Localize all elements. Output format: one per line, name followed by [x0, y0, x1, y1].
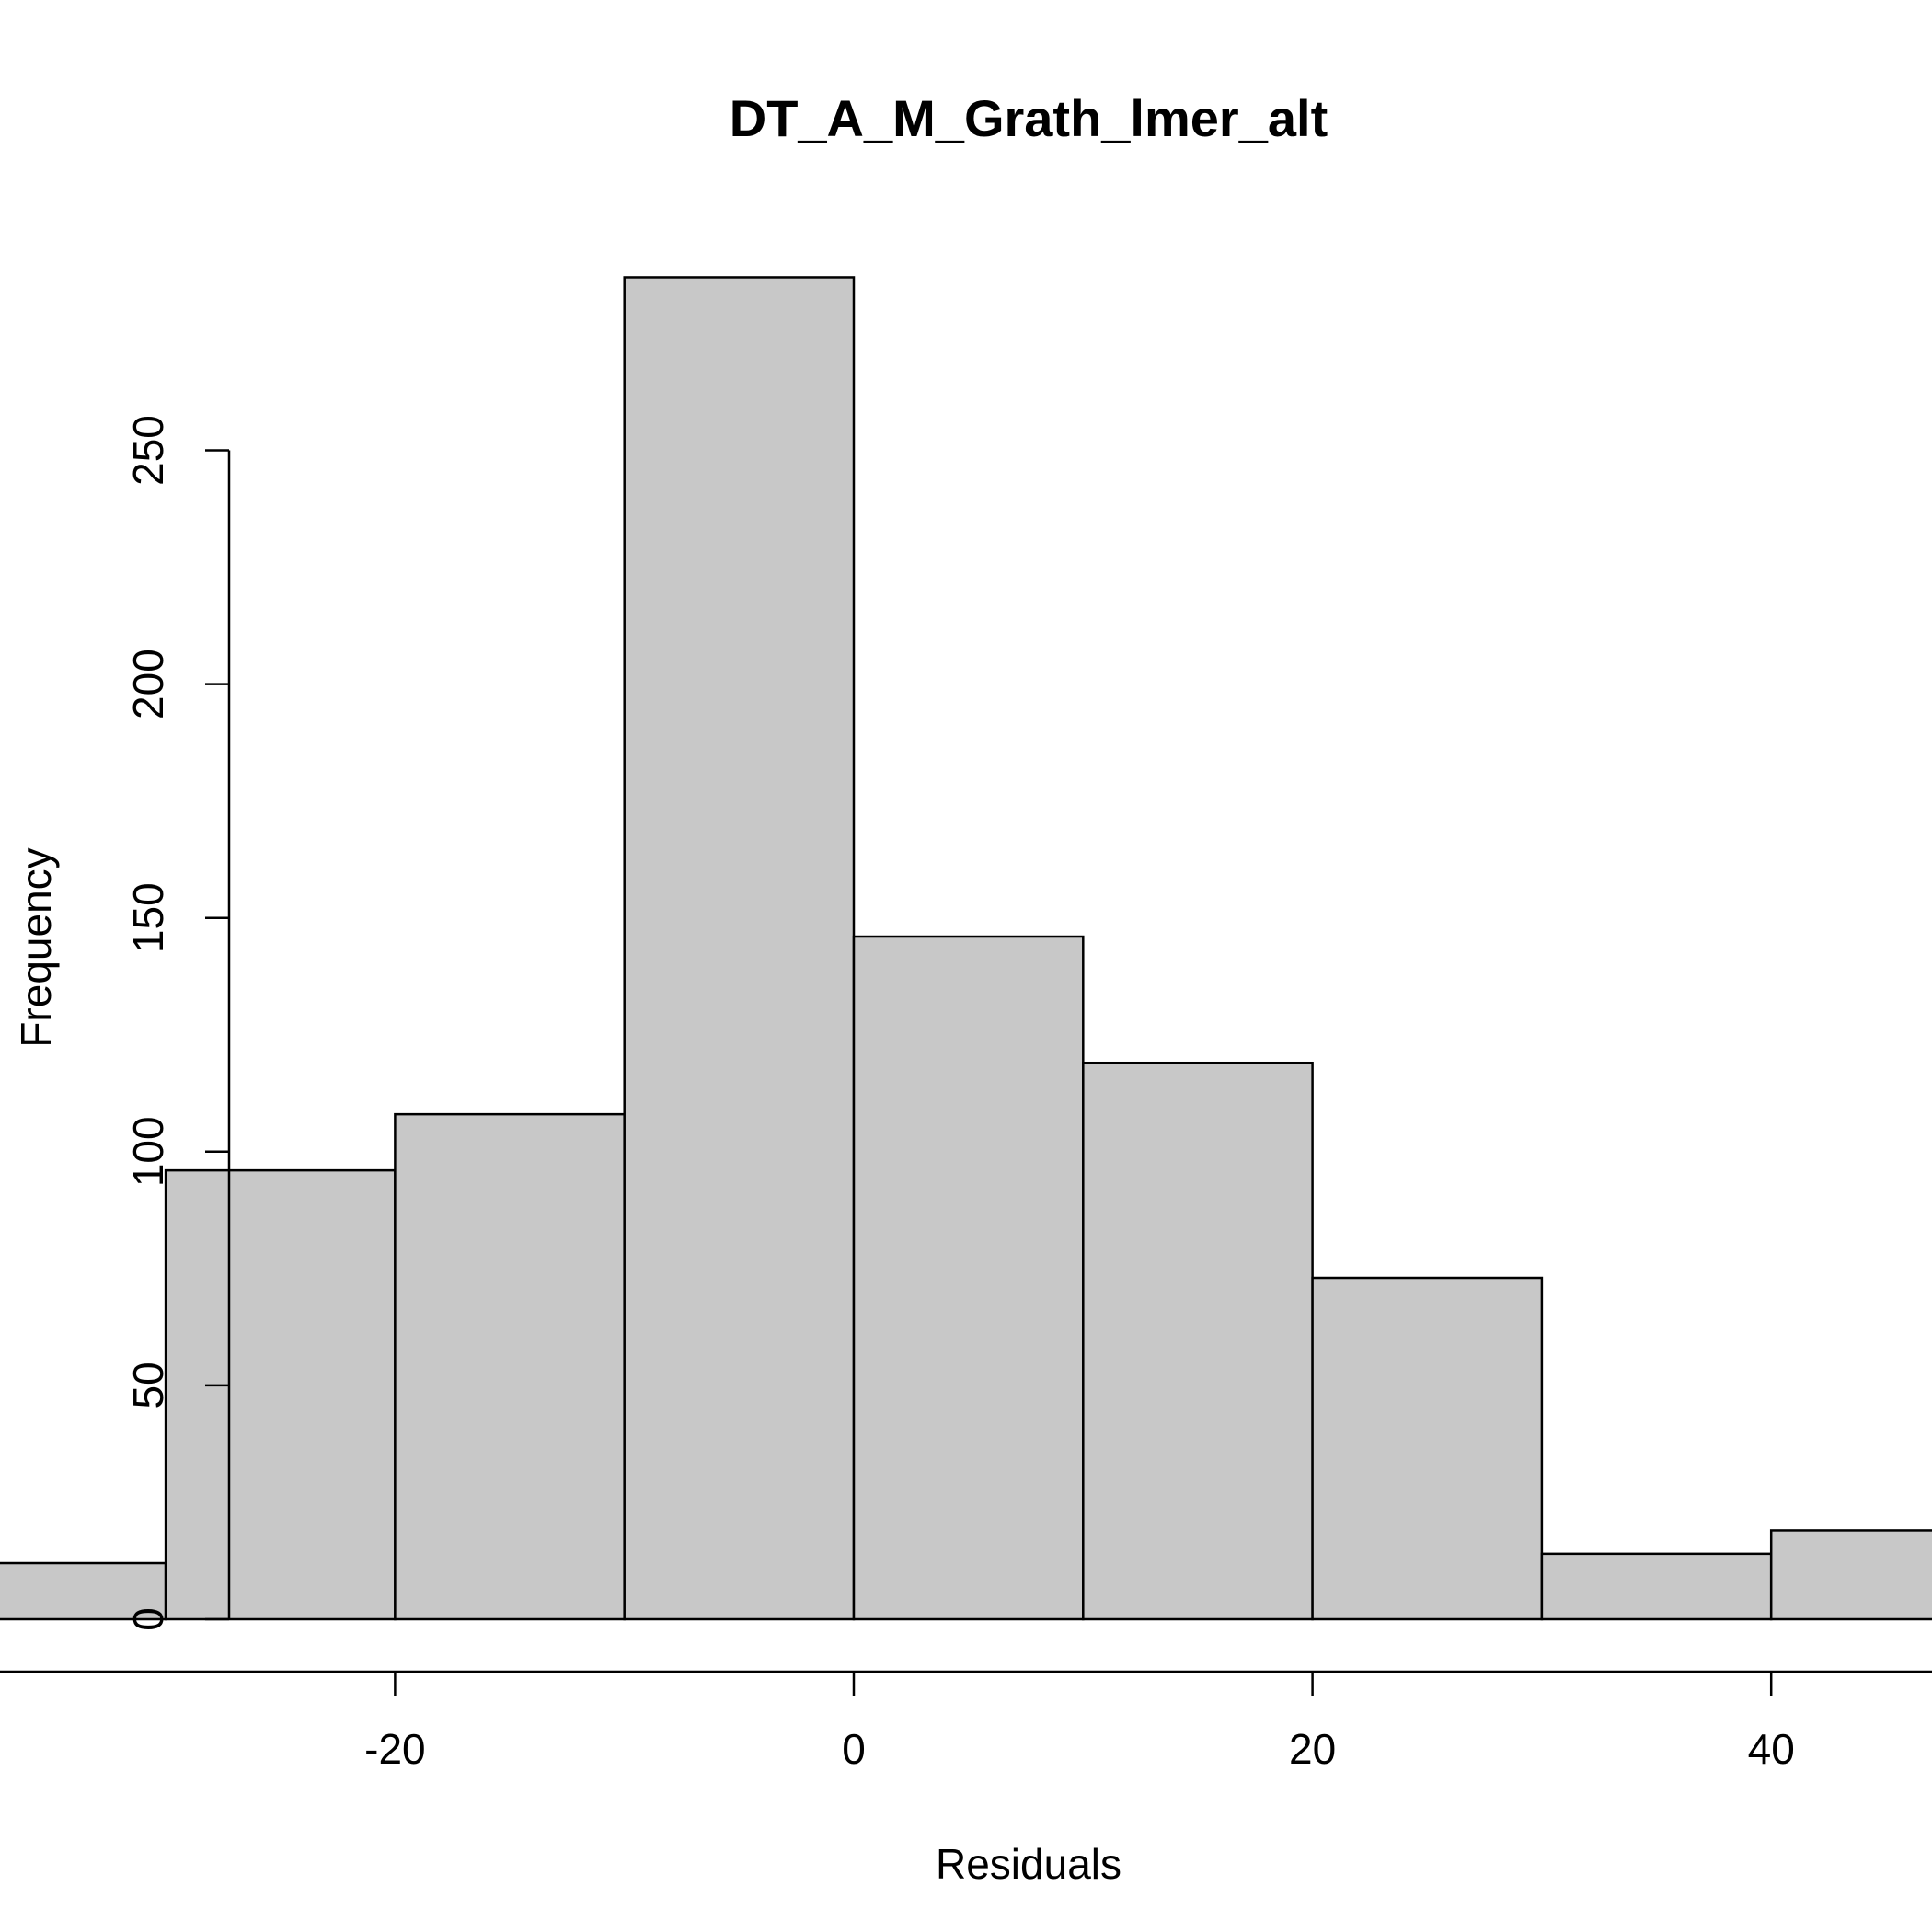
x-tick-label: 40 — [1748, 1725, 1795, 1773]
histogram-bar-5 — [852, 935, 1085, 1621]
histogram-bar-8 — [1540, 1552, 1773, 1621]
y-tick-label: 0 — [124, 1607, 172, 1631]
x-axis: -40-20020406080 — [0, 1670, 1932, 1773]
x-tick-label: -20 — [364, 1725, 425, 1773]
x-tick-label: 0 — [842, 1725, 866, 1773]
y-tick-label: 150 — [124, 882, 172, 953]
histogram-bar-7 — [1311, 1276, 1544, 1621]
histogram-bar-3 — [394, 1112, 626, 1621]
bars-group — [0, 276, 1932, 1621]
chart-title: DT_A_M_Grath_lmer_alt — [730, 89, 1328, 147]
histogram-bar-2 — [164, 1168, 397, 1621]
histogram-bar-4 — [623, 276, 856, 1621]
x-axis-label: Residuals — [936, 1840, 1121, 1888]
y-axis-label: Frequency — [12, 847, 60, 1047]
histogram-bar-9 — [1769, 1529, 1932, 1621]
y-tick-label: 250 — [124, 415, 172, 486]
x-tick-label: 20 — [1289, 1725, 1336, 1773]
y-tick-label: 100 — [124, 1116, 172, 1187]
y-tick-label: 50 — [124, 1362, 172, 1409]
histogram-bar-6 — [1082, 1061, 1314, 1621]
y-axis: 0 50 100 150 200 250 — [124, 415, 231, 1631]
y-tick-label: 200 — [124, 649, 172, 719]
